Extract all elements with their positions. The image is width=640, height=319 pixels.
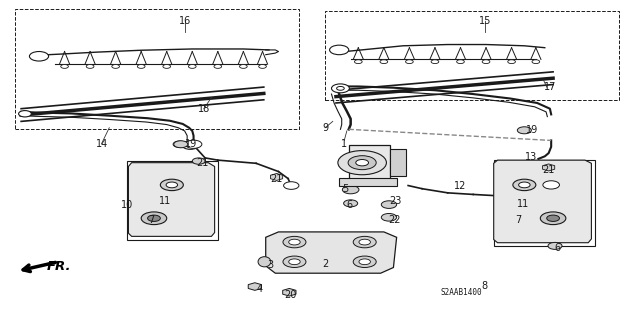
Text: 17: 17 bbox=[544, 82, 556, 92]
Circle shape bbox=[355, 60, 362, 63]
Text: 14: 14 bbox=[95, 139, 108, 149]
Circle shape bbox=[380, 60, 388, 63]
Circle shape bbox=[289, 259, 300, 265]
Circle shape bbox=[348, 156, 376, 170]
Bar bbox=[390, 149, 406, 176]
Circle shape bbox=[61, 64, 68, 68]
Circle shape bbox=[173, 141, 186, 147]
Circle shape bbox=[163, 64, 171, 68]
Circle shape bbox=[185, 140, 202, 148]
Circle shape bbox=[186, 143, 194, 147]
Text: 23: 23 bbox=[389, 197, 401, 206]
Bar bbox=[325, 11, 619, 100]
Bar bbox=[15, 9, 299, 129]
Circle shape bbox=[517, 127, 531, 134]
Circle shape bbox=[283, 236, 306, 248]
Circle shape bbox=[431, 60, 439, 63]
Circle shape bbox=[359, 239, 371, 245]
Text: 5: 5 bbox=[342, 184, 349, 194]
Circle shape bbox=[259, 64, 266, 68]
Circle shape bbox=[192, 158, 205, 164]
Circle shape bbox=[138, 64, 145, 68]
Circle shape bbox=[338, 151, 387, 175]
Text: 18: 18 bbox=[198, 104, 210, 114]
Circle shape bbox=[353, 256, 376, 268]
Text: 20: 20 bbox=[284, 290, 296, 300]
Text: 6: 6 bbox=[346, 200, 353, 210]
Circle shape bbox=[540, 212, 566, 225]
Circle shape bbox=[330, 45, 349, 55]
Circle shape bbox=[173, 141, 188, 148]
Text: 9: 9 bbox=[322, 123, 328, 133]
Text: 6: 6 bbox=[554, 243, 561, 253]
Text: 19: 19 bbox=[526, 125, 538, 135]
Circle shape bbox=[518, 182, 530, 188]
Circle shape bbox=[332, 84, 349, 93]
Circle shape bbox=[188, 64, 196, 68]
Text: 7: 7 bbox=[148, 215, 154, 225]
Circle shape bbox=[406, 60, 413, 63]
Text: 22: 22 bbox=[388, 215, 401, 226]
Circle shape bbox=[381, 201, 397, 208]
Ellipse shape bbox=[258, 257, 271, 267]
Bar bbox=[349, 145, 390, 180]
Circle shape bbox=[141, 212, 167, 225]
Polygon shape bbox=[493, 160, 591, 243]
Text: 10: 10 bbox=[121, 200, 133, 210]
Circle shape bbox=[214, 64, 221, 68]
Text: 4: 4 bbox=[256, 284, 262, 294]
Circle shape bbox=[532, 60, 540, 63]
Text: FR.: FR. bbox=[47, 260, 71, 273]
Bar bbox=[493, 160, 595, 246]
Circle shape bbox=[482, 60, 490, 63]
Text: 11: 11 bbox=[159, 197, 172, 206]
Circle shape bbox=[29, 51, 49, 61]
Text: 12: 12 bbox=[454, 181, 467, 190]
Circle shape bbox=[182, 141, 198, 149]
Circle shape bbox=[166, 182, 177, 188]
Circle shape bbox=[239, 64, 247, 68]
Circle shape bbox=[148, 215, 161, 221]
Circle shape bbox=[289, 239, 300, 245]
Polygon shape bbox=[129, 163, 214, 236]
Circle shape bbox=[513, 179, 536, 191]
Circle shape bbox=[342, 186, 359, 194]
Text: 7: 7 bbox=[515, 215, 521, 225]
Circle shape bbox=[359, 259, 371, 265]
Text: 21: 21 bbox=[270, 174, 283, 184]
Circle shape bbox=[283, 256, 306, 268]
Text: 19: 19 bbox=[185, 139, 197, 149]
Text: 8: 8 bbox=[482, 281, 488, 291]
Text: 21: 21 bbox=[543, 165, 555, 175]
Circle shape bbox=[284, 182, 299, 189]
Circle shape bbox=[547, 215, 559, 221]
Circle shape bbox=[543, 181, 559, 189]
Circle shape bbox=[548, 242, 562, 249]
Text: S2AAB1400: S2AAB1400 bbox=[440, 288, 482, 297]
Circle shape bbox=[344, 200, 358, 207]
Text: 3: 3 bbox=[267, 260, 273, 270]
Text: 11: 11 bbox=[517, 199, 529, 209]
Circle shape bbox=[337, 86, 344, 90]
Circle shape bbox=[457, 60, 465, 63]
Bar bbox=[127, 161, 218, 240]
Polygon shape bbox=[266, 232, 397, 273]
Text: 15: 15 bbox=[479, 16, 491, 26]
Text: 1: 1 bbox=[341, 139, 348, 149]
Text: 21: 21 bbox=[196, 158, 209, 168]
Circle shape bbox=[356, 160, 369, 166]
Text: 13: 13 bbox=[525, 152, 537, 162]
Circle shape bbox=[19, 111, 31, 117]
Text: 2: 2 bbox=[322, 259, 328, 269]
Circle shape bbox=[112, 64, 120, 68]
Bar bbox=[339, 178, 397, 186]
Circle shape bbox=[353, 236, 376, 248]
Circle shape bbox=[508, 60, 515, 63]
Circle shape bbox=[161, 179, 183, 191]
Circle shape bbox=[86, 64, 94, 68]
Circle shape bbox=[381, 213, 397, 221]
Text: 16: 16 bbox=[179, 16, 191, 26]
